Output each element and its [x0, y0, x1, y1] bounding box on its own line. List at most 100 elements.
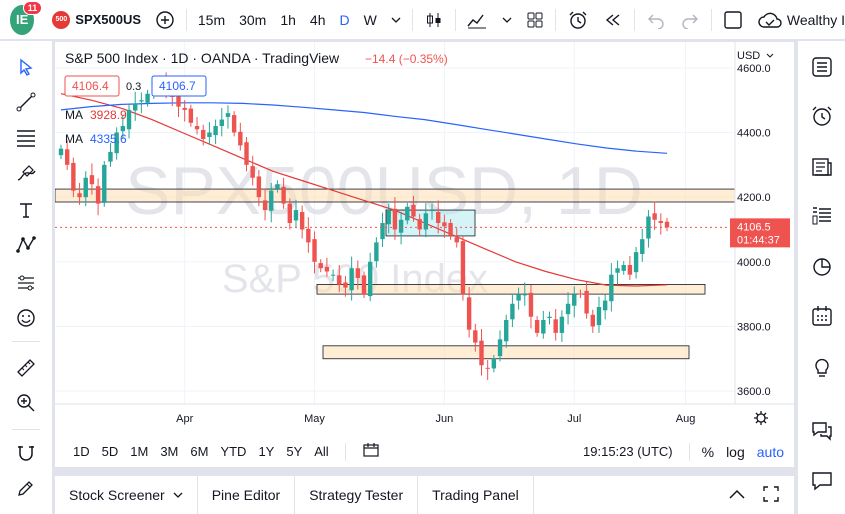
- maximize-panel-button[interactable]: [756, 485, 794, 506]
- fib-tool[interactable]: [12, 123, 40, 151]
- price-scale[interactable]: 4600.0 4400.0 4200.0 4000.0 3800.0 3600.0: [737, 63, 771, 398]
- save-layout-button[interactable]: Wealthy I: [750, 0, 845, 40]
- candle-body: [541, 319, 546, 334]
- collapse-panel-button[interactable]: [718, 487, 756, 503]
- redo-button[interactable]: [673, 0, 707, 40]
- tab-trading-panel[interactable]: Trading Panel: [418, 476, 534, 514]
- lock-drawings-tool[interactable]: [12, 474, 40, 502]
- auto-scale-toggle[interactable]: auto: [756, 443, 784, 460]
- currency-label[interactable]: USD: [737, 50, 760, 62]
- ideas-button[interactable]: [808, 353, 836, 381]
- measure-tool[interactable]: [12, 269, 40, 297]
- redo-icon: [682, 14, 699, 29]
- candle-body: [442, 222, 447, 227]
- cursor-tool[interactable]: [12, 53, 40, 81]
- add-symbol-button[interactable]: [148, 0, 182, 40]
- time-tick-label: Aug: [676, 413, 696, 425]
- range-1m[interactable]: 1M: [130, 444, 149, 459]
- support-resistance-zones[interactable]: [54, 188, 736, 360]
- candle-body: [293, 210, 299, 221]
- range-1y[interactable]: 1Y: [258, 444, 275, 459]
- horizontal-lines-icon: [17, 130, 35, 147]
- interval-4h[interactable]: 4h: [309, 11, 326, 28]
- interval-w[interactable]: W: [363, 11, 377, 28]
- buy-box[interactable]: [151, 75, 207, 97]
- text-tool[interactable]: [12, 196, 40, 224]
- range-5d[interactable]: 5D: [101, 444, 119, 459]
- range-3m[interactable]: 3M: [160, 444, 179, 459]
- templates-button[interactable]: [519, 0, 551, 40]
- news-button[interactable]: [808, 153, 836, 181]
- range-ytd[interactable]: YTD: [220, 444, 247, 459]
- chart-title[interactable]: S&P 500 Index · 1D · OANDA · TradingView: [65, 50, 340, 66]
- watchlist-button[interactable]: [808, 53, 836, 81]
- streams-button[interactable]: [808, 467, 836, 495]
- tab-pine-editor[interactable]: Pine Editor: [198, 476, 296, 514]
- candle-body: [238, 131, 243, 146]
- candle-body: [596, 307, 602, 326]
- interval-d[interactable]: D: [339, 11, 350, 28]
- alerts-button[interactable]: [808, 102, 836, 130]
- moving-averages: [60, 93, 668, 287]
- price-chart[interactable]: SPX500USD, 1D S&P 500 Index 4600.04400.0…: [54, 42, 794, 467]
- settings-button[interactable]: [754, 411, 768, 425]
- hotlists-button[interactable]: [808, 202, 836, 230]
- candle-body: [436, 212, 441, 223]
- trend-line-tool[interactable]: [12, 88, 40, 116]
- candle-body: [312, 239, 317, 262]
- replay-button[interactable]: [596, 0, 630, 40]
- magnet-tool[interactable]: [12, 439, 40, 467]
- bid-price: 4106.4: [72, 79, 109, 93]
- alert-button[interactable]: [560, 0, 596, 40]
- time-scale[interactable]: Apr May Jun Jul Aug: [176, 413, 695, 425]
- interval-1h[interactable]: 1h: [280, 11, 296, 28]
- candle-body: [522, 294, 527, 296]
- ma1-label[interactable]: MA: [65, 108, 83, 122]
- ma2-label[interactable]: MA: [65, 132, 83, 146]
- calendar-button[interactable]: [808, 253, 836, 281]
- percent-scale-toggle[interactable]: %: [701, 443, 715, 460]
- tab-strategy-tester[interactable]: Strategy Tester: [295, 476, 419, 514]
- emoji-tool[interactable]: [12, 304, 40, 332]
- range-all[interactable]: All: [314, 444, 329, 459]
- chats-button[interactable]: [808, 417, 836, 445]
- range-1d[interactable]: 1D: [73, 444, 90, 459]
- candles-icon: [426, 12, 441, 27]
- indicators-button[interactable]: [459, 0, 495, 40]
- divider: [634, 8, 636, 31]
- symbol-flag-icon: 500: [52, 10, 71, 29]
- divider: [555, 8, 557, 31]
- interval-30m[interactable]: 30m: [239, 11, 267, 28]
- calendar-events-button[interactable]: [808, 302, 836, 330]
- range-5y[interactable]: 5Y: [286, 444, 303, 459]
- sell-box[interactable]: [64, 75, 120, 97]
- pattern-tool[interactable]: [12, 231, 40, 259]
- candle-body: [621, 265, 626, 271]
- tab-label: Stock Screener: [69, 487, 165, 503]
- divider: [344, 442, 346, 461]
- candle-body: [71, 162, 76, 191]
- zoom-tool[interactable]: [12, 389, 40, 417]
- interval-dropdown[interactable]: [384, 0, 408, 40]
- right-sidebar: [797, 41, 845, 514]
- interval-15m[interactable]: 15m: [197, 11, 226, 28]
- user-avatar[interactable]: IE 11: [10, 0, 43, 35]
- range-6m[interactable]: 6M: [190, 444, 209, 459]
- goto-date-button[interactable]: [356, 442, 386, 461]
- indicators-dropdown[interactable]: [495, 0, 519, 40]
- candle-body: [133, 103, 138, 111]
- tab-stock-screener[interactable]: Stock Screener: [55, 476, 198, 514]
- candle-body: [176, 93, 181, 107]
- ruler-tool[interactable]: [12, 354, 40, 382]
- layout-button[interactable]: [716, 0, 750, 40]
- chart-pane[interactable]: SPX500USD, 1D S&P 500 Index 4600.04400.0…: [54, 42, 794, 467]
- candle-body: [448, 223, 453, 236]
- brush-tool[interactable]: [12, 159, 40, 187]
- candle-body: [652, 213, 657, 220]
- symbol-search[interactable]: 500 SPX500US: [52, 0, 148, 40]
- chart-type-button[interactable]: [417, 0, 451, 40]
- undo-button[interactable]: [639, 0, 673, 40]
- zoom-in-icon: [17, 394, 35, 412]
- utc-clock[interactable]: 19:15:23 (UTC): [583, 444, 673, 459]
- log-scale-toggle[interactable]: log: [726, 443, 745, 460]
